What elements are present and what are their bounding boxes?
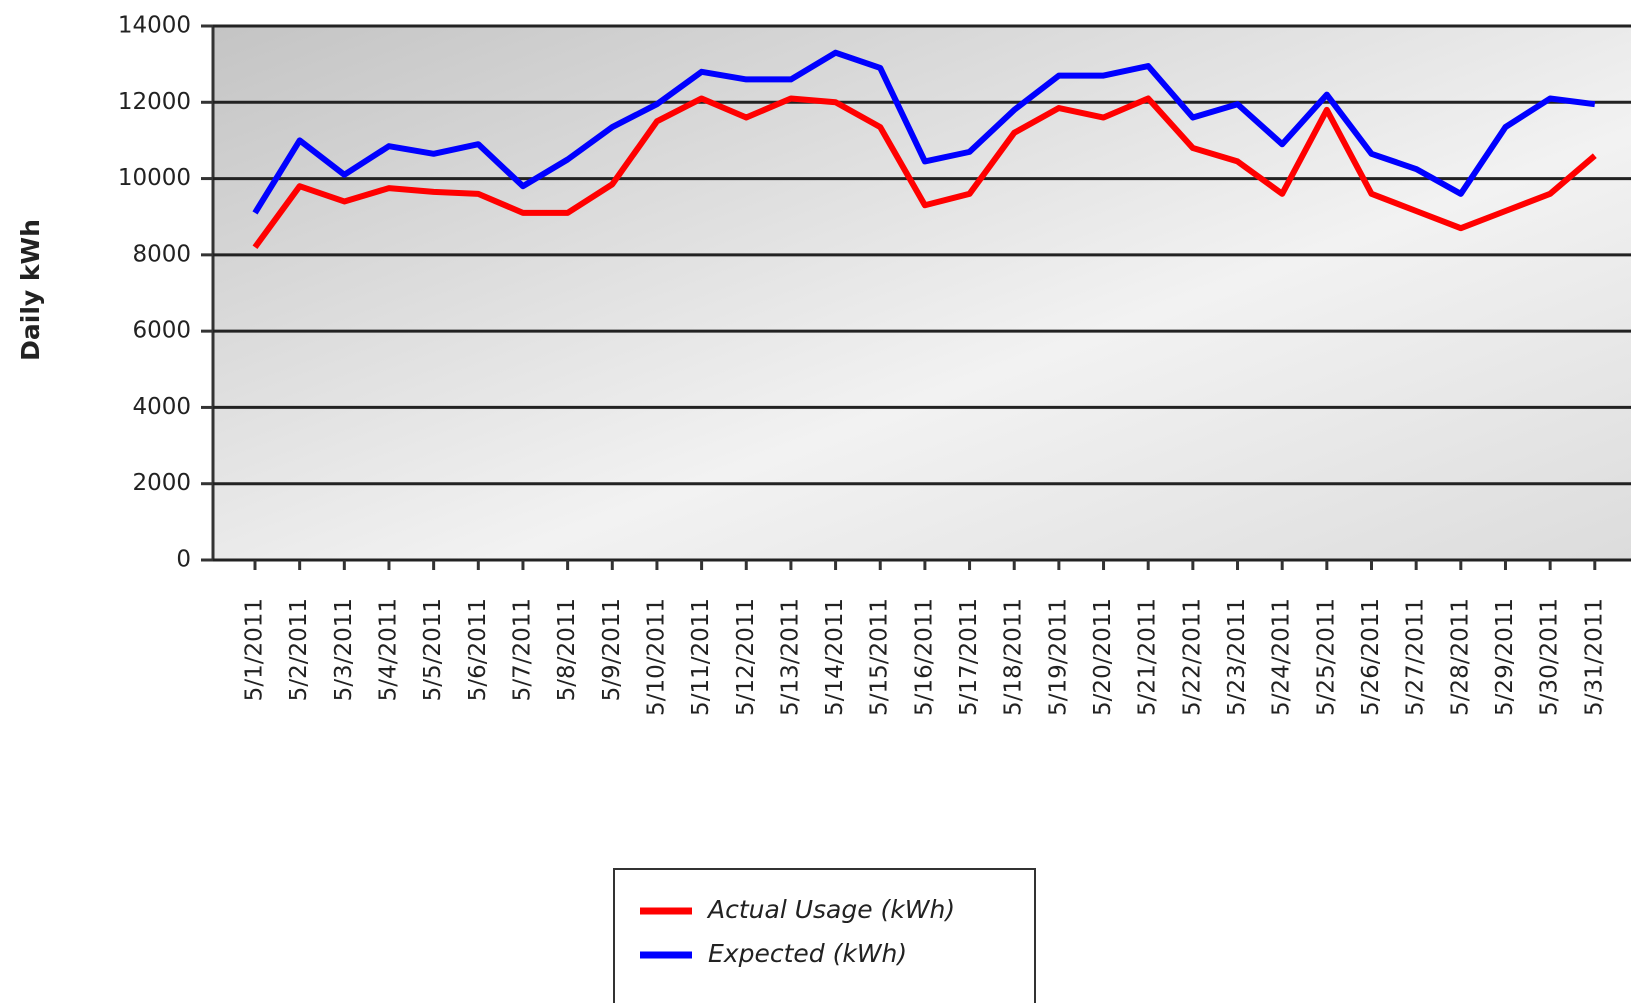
x-tick-label: 5/8/2011	[554, 598, 580, 701]
x-tick-label: 5/12/2011	[733, 598, 759, 716]
y-tick-label: 12000	[118, 89, 191, 115]
x-tick-label: 5/4/2011	[375, 598, 401, 701]
plot-area	[211, 24, 1631, 562]
x-tick-label: 5/28/2011	[1447, 598, 1473, 716]
x-tick-label: 5/10/2011	[643, 598, 669, 716]
legend	[613, 868, 1036, 1003]
x-tick-label: 5/5/2011	[420, 598, 446, 701]
x-tick-label: 5/24/2011	[1269, 598, 1295, 716]
y-tick-label: 10000	[118, 165, 191, 191]
x-tick-label: 5/9/2011	[599, 598, 625, 701]
x-tick-label: 5/21/2011	[1135, 598, 1161, 716]
x-tick-label: 5/19/2011	[1045, 598, 1071, 716]
y-tick-label: 4000	[132, 394, 191, 420]
x-tick-label: 5/2/2011	[286, 598, 312, 701]
y-tick-label: 6000	[132, 318, 191, 344]
x-tick-label: 5/15/2011	[867, 598, 893, 716]
x-tick-label: 5/13/2011	[777, 598, 803, 716]
x-tick-label: 5/26/2011	[1358, 598, 1384, 716]
x-tick-label: 5/18/2011	[1001, 598, 1027, 716]
line-series	[252, 95, 1597, 250]
y-tick-label: 8000	[132, 241, 191, 267]
x-tick-label: 5/6/2011	[465, 598, 491, 701]
x-tick-label: 5/14/2011	[822, 598, 848, 716]
x-tick-label: 5/17/2011	[956, 598, 982, 716]
x-tick-label: 5/27/2011	[1403, 598, 1429, 716]
y-tick-label: 2000	[132, 470, 191, 496]
x-tick-label: 5/22/2011	[1179, 598, 1205, 716]
y-tick-label: 0	[176, 547, 191, 573]
x-tick-label: 5/3/2011	[331, 598, 357, 701]
x-tick-label: 5/29/2011	[1492, 598, 1518, 716]
x-tick-label: 5/7/2011	[509, 598, 535, 701]
x-tick-label: 5/25/2011	[1313, 598, 1339, 716]
x-tick-label: 5/1/2011	[242, 598, 268, 701]
line-series	[252, 49, 1596, 215]
legend-label: Expected (kWh)	[708, 939, 907, 968]
x-tick-label: 5/31/2011	[1581, 598, 1607, 716]
legend-label: Actual Usage (kWh)	[706, 895, 955, 924]
x-tick-label: 5/23/2011	[1224, 598, 1250, 716]
y-axis-label: Daily kWh	[16, 219, 45, 361]
x-tick-label: 5/11/2011	[688, 598, 714, 716]
x-tick-label: 5/20/2011	[1090, 598, 1116, 716]
x-tick-label: 5/16/2011	[911, 598, 937, 716]
y-tick-label: 14000	[118, 13, 191, 39]
x-tick-label: 5/30/2011	[1537, 598, 1563, 716]
